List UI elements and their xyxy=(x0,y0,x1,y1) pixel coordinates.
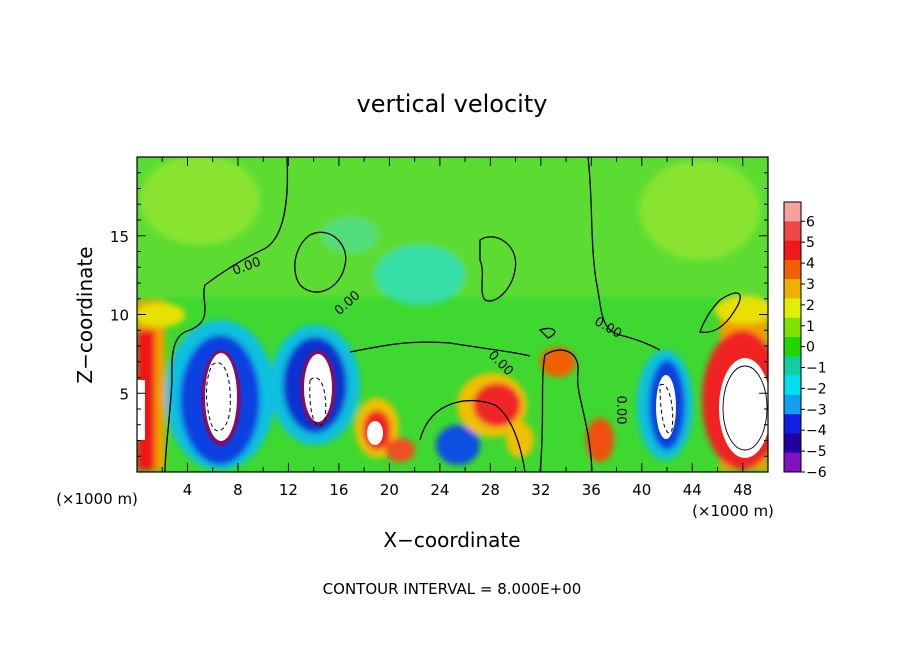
colorbar-swatch xyxy=(784,298,801,319)
colorbar-label: 3 xyxy=(806,277,815,293)
x-tick-label: 4 xyxy=(183,481,193,499)
high-contours xyxy=(722,365,768,451)
colorbar-label: −6 xyxy=(806,465,827,481)
colorbar-label: −4 xyxy=(806,423,827,439)
colorbar-swatch xyxy=(784,240,801,261)
x-tick-label: 20 xyxy=(380,481,399,499)
field-shading xyxy=(137,157,768,470)
contour-label: 0.00 xyxy=(613,396,628,425)
x-tick-label: 12 xyxy=(279,481,298,499)
negative-contours xyxy=(206,362,674,434)
x-axis-label: X−coordinate xyxy=(383,528,520,552)
y-tick-label: 15 xyxy=(110,228,129,246)
core-white xyxy=(656,375,676,439)
x-unit-left: (×1000 m) xyxy=(56,490,138,508)
colorbar-label: −3 xyxy=(806,402,827,418)
core-white xyxy=(304,354,332,422)
y-axis-label: Z−coordinate xyxy=(73,246,97,383)
chart-title: vertical velocity xyxy=(357,90,548,118)
colorbar-swatch xyxy=(784,414,801,434)
y-tick-label: 5 xyxy=(119,385,129,403)
colorbar-label: 0 xyxy=(806,340,815,356)
colorbar-label: −2 xyxy=(806,381,827,397)
colorbar-swatch xyxy=(784,394,801,415)
x-tick-label: 16 xyxy=(329,481,348,499)
x-tick-label: 28 xyxy=(481,481,500,499)
colorbar-label: 1 xyxy=(806,319,815,335)
x-tick-label: 36 xyxy=(582,481,601,499)
colorbar-swatch xyxy=(784,221,801,241)
colorbar-frame xyxy=(783,201,802,473)
colorbar-label: 6 xyxy=(806,214,815,230)
colorbar-swatch xyxy=(784,452,801,473)
x-tick-label: 48 xyxy=(733,481,752,499)
colorbar-swatch xyxy=(784,433,801,454)
x-unit-right: (×1000 m) xyxy=(692,502,774,520)
colorbar-label: −5 xyxy=(806,444,827,460)
colorbar-swatch xyxy=(784,356,801,376)
colorbar-label: 5 xyxy=(806,235,815,251)
colorbar-swatch xyxy=(784,202,801,222)
colorbar-swatch xyxy=(784,317,801,338)
x-tick-label: 40 xyxy=(632,481,651,499)
contour-lines xyxy=(164,157,741,472)
x-axis: 4 8 12 16 20 24 28 32 36 40 44 48 xyxy=(161,157,752,499)
colorbar-label: 4 xyxy=(806,256,815,272)
core-white xyxy=(719,358,768,458)
colorbar: 6 5 4 3 2 1 0 −1 −2 −3 −4 −5 −6 xyxy=(783,201,827,481)
core-white xyxy=(205,353,237,441)
colorbar-label: −1 xyxy=(806,361,827,377)
plot-area: 0.000.000.000.000.00 xyxy=(137,157,768,472)
core-white xyxy=(137,380,145,440)
colorbar-swatch xyxy=(784,375,801,396)
y-tick-label: 10 xyxy=(110,307,129,325)
x-tick-label: 8 xyxy=(233,481,243,499)
core-white xyxy=(367,421,383,445)
x-tick-label: 44 xyxy=(683,481,702,499)
colorbar-label: 2 xyxy=(806,298,815,314)
colorbar-swatch xyxy=(784,259,801,280)
y-axis: 5 10 15 xyxy=(110,172,768,457)
x-tick-label: 32 xyxy=(531,481,550,499)
contour-interval-note: CONTOUR INTERVAL = 8.000E+00 xyxy=(323,580,582,598)
colorbar-swatch xyxy=(784,279,801,299)
colorbar-swatch xyxy=(784,337,801,357)
x-tick-label: 24 xyxy=(430,481,449,499)
